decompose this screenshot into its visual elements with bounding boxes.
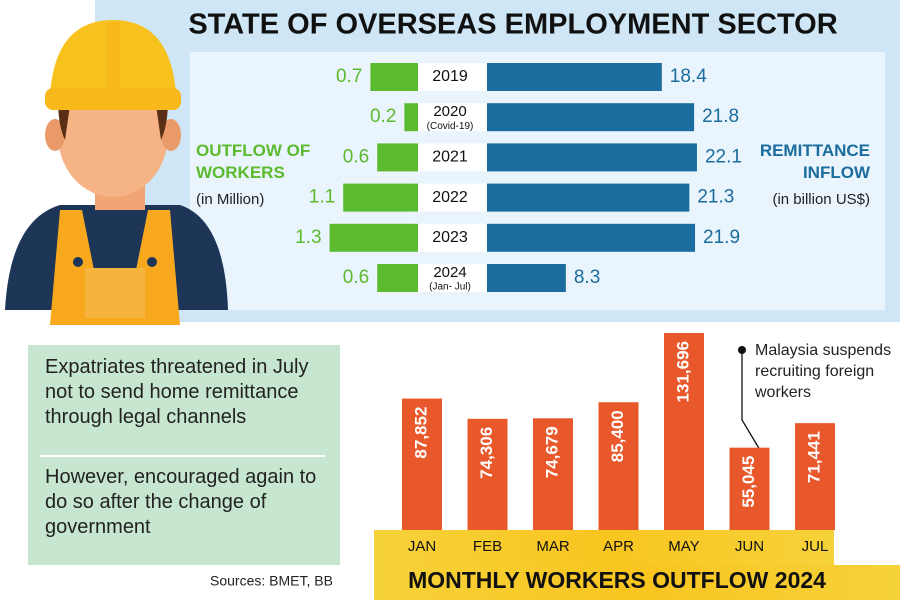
category-label: 2022 [432,189,468,206]
value-label: 0.6 [343,267,369,288]
note: However, encouraged again to do so after… [45,466,317,538]
outflow-bar [377,264,418,292]
bar [729,447,770,530]
year-box [412,183,488,212]
value-label: 131,696 [673,341,692,402]
value-label: 21.8 [702,106,739,127]
year-box [412,223,488,252]
value-label: 0.2 [370,106,396,127]
outflow-bar [343,183,418,212]
value-label: 0.6 [343,146,369,167]
monthly-title: MONTHLY WORKERS OUTFLOW 2024 [408,567,826,593]
year-box [412,264,488,292]
category-label: 2024 [433,264,466,281]
category-label: 2021 [432,149,468,166]
value-label: 21.3 [697,187,734,208]
value-label: 0.7 [336,66,362,87]
outflow-bar [404,103,418,132]
legend-remittance: REMITTANCE INFLOW [759,141,870,182]
bar [533,418,573,530]
title-band [374,565,900,600]
x-tick-label: JUL [802,538,829,555]
remittance-bar [487,143,697,172]
value-label: 22.1 [705,146,742,167]
legend-remittance-unit: (in billion US$) [772,191,870,208]
value-label: 8.3 [574,267,600,288]
x-tick-label: JUN [735,538,764,555]
x-tick-label: FEB [473,538,502,555]
category-note: (Covid-19) [427,121,474,132]
category-label: 2020 [433,103,466,120]
value-label: 74,679 [542,426,561,478]
annotation: Malaysia suspends recruiting foreign wor… [755,342,892,401]
year-box [412,143,488,172]
annotation-line [741,350,761,451]
worker-illustration [5,20,228,325]
category-label: 2023 [432,229,468,246]
remittance-bar [487,183,690,212]
legend-outflow-unit: (in Million) [196,191,265,208]
value-label: 1.1 [309,187,335,208]
outflow-bar [377,143,418,172]
sources: Sources: BMET, BB [210,573,333,589]
x-tick-label: MAY [668,538,699,555]
category-label: 2019 [432,68,468,85]
outflow-bar [370,63,418,91]
value-label: 1.3 [295,227,321,248]
bar [598,402,639,530]
year-box [412,103,488,132]
value-label: 21.9 [703,227,740,248]
category-band [374,530,834,565]
remittance-bar [487,264,566,292]
legend-outflow: OUTFLOW OF WORKERS [196,141,311,182]
x-tick-label: MAR [536,538,570,555]
remittance-bar [487,63,662,91]
note: Expatriates threatened in July not to se… [45,356,309,428]
main-title: STATE OF OVERSEAS EMPLOYMENT SECTOR [188,9,837,41]
value-label: 71,441 [804,431,823,483]
year-box [412,63,488,91]
outflow-bar [329,223,418,252]
value-label: 85,400 [608,410,627,462]
x-tick-label: JAN [408,538,436,555]
value-label: 55,045 [739,456,758,508]
remittance-bar [487,103,695,132]
value-label: 74,306 [477,427,496,479]
category-note: (Jan- Jul) [429,282,471,293]
bar [467,418,508,530]
remittance-bar [487,223,696,252]
value-label: 87,852 [411,407,430,459]
bar [664,333,704,530]
bar [402,398,442,530]
value-label: 18.4 [670,66,707,87]
bar [795,423,835,530]
x-tick-label: APR [603,538,634,555]
